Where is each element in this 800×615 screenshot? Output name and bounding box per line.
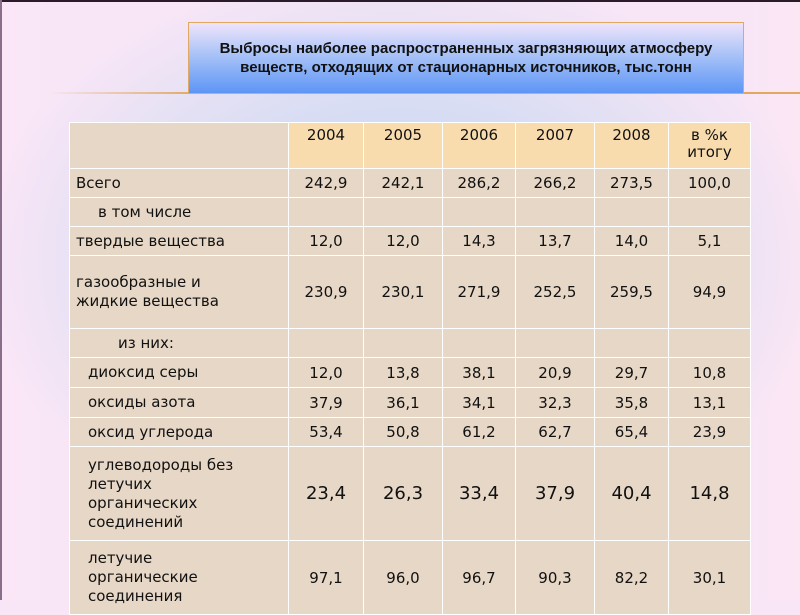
row-label: диоксид серы (69, 357, 289, 388)
cell-value: 14,3 (442, 226, 516, 256)
cell-value (515, 328, 595, 358)
table-row-including: в том числе (69, 197, 751, 227)
cell-value: 13,7 (515, 226, 595, 256)
row-label: оксиды азота (69, 387, 289, 418)
cell-value (668, 328, 751, 358)
table-row-hydrocarbons: углеводороды без летучих органических со… (69, 446, 751, 541)
cell-value: 37,9 (515, 446, 595, 541)
row-label: оксид углерода (69, 417, 289, 447)
slide-frame-left (0, 0, 2, 600)
cell-value: 40,4 (594, 446, 669, 541)
cell-value: 273,5 (594, 168, 669, 198)
cell-value: 13,1 (668, 387, 751, 418)
cell-value: 20,9 (515, 357, 595, 388)
cell-value: 286,2 (442, 168, 516, 198)
cell-value: 242,9 (288, 168, 364, 198)
row-label: твердые вещества (69, 226, 289, 256)
cell-value: 50,8 (363, 417, 443, 447)
cell-value: 230,9 (288, 255, 364, 329)
title-box: Выбросы наиболее распространенных загряз… (188, 22, 744, 94)
cell-value: 100,0 (668, 168, 751, 198)
header-2007: 2007 (515, 122, 595, 169)
cell-value: 90,3 (515, 540, 595, 615)
cell-value (288, 197, 364, 227)
cell-value: 35,8 (594, 387, 669, 418)
slide-frame-top (0, 0, 800, 2)
cell-value: 37,9 (288, 387, 364, 418)
table-row-nitrogen-oxides: оксиды азота 37,9 36,1 34,1 32,3 35,8 13… (69, 387, 751, 418)
table-header-row: 2004 2005 2006 2007 2008 в %к итогу (69, 122, 751, 169)
slide-title: Выбросы наиболее распространенных загряз… (219, 40, 713, 76)
row-label: газообразные и жидкие вещества (69, 255, 289, 329)
cell-value: 266,2 (515, 168, 595, 198)
table-row-sulfur-dioxide: диоксид серы 12,0 13,8 38,1 20,9 29,7 10… (69, 357, 751, 388)
cell-value: 259,5 (594, 255, 669, 329)
cell-value (594, 328, 669, 358)
header-percent-of-total: в %к итогу (668, 122, 751, 169)
cell-value: 5,1 (668, 226, 751, 256)
cell-value: 29,7 (594, 357, 669, 388)
cell-value: 12,0 (363, 226, 443, 256)
table-row-of-them: из них: (69, 328, 751, 358)
cell-value (442, 197, 516, 227)
cell-value: 13,8 (363, 357, 443, 388)
header-2005: 2005 (363, 122, 443, 169)
cell-value: 34,1 (442, 387, 516, 418)
cell-value: 94,9 (668, 255, 751, 329)
table-row-carbon-monoxide: оксид углерода 53,4 50,8 61,2 62,7 65,4 … (69, 417, 751, 447)
cell-value (288, 328, 364, 358)
cell-value (363, 197, 443, 227)
row-label: летучие органические соединения (69, 540, 289, 615)
cell-value: 14,0 (594, 226, 669, 256)
cell-value: 62,7 (515, 417, 595, 447)
cell-value: 38,1 (442, 357, 516, 388)
table-row-total: Всего 242,9 242,1 286,2 266,2 273,5 100,… (69, 168, 751, 198)
table-row-solids: твердые вещества 12,0 12,0 14,3 13,7 14,… (69, 226, 751, 256)
cell-value: 23,9 (668, 417, 751, 447)
cell-value: 252,5 (515, 255, 595, 329)
header-2008: 2008 (594, 122, 669, 169)
cell-value: 61,2 (442, 417, 516, 447)
cell-value: 36,1 (363, 387, 443, 418)
emissions-table: 2004 2005 2006 2007 2008 в %к итогу Всег… (69, 122, 751, 615)
cell-value: 230,1 (363, 255, 443, 329)
header-corner (69, 122, 289, 169)
cell-value: 30,1 (668, 540, 751, 615)
cell-value (668, 197, 751, 227)
cell-value: 242,1 (363, 168, 443, 198)
cell-value: 271,9 (442, 255, 516, 329)
cell-value: 53,4 (288, 417, 364, 447)
cell-value: 23,4 (288, 446, 364, 541)
cell-value (363, 328, 443, 358)
cell-value (594, 197, 669, 227)
table-row-gases-liquids: газообразные и жидкие вещества 230,9 230… (69, 255, 751, 329)
row-label: углеводороды без летучих органических со… (69, 446, 289, 541)
cell-value: 96,7 (442, 540, 516, 615)
cell-value (442, 328, 516, 358)
cell-value: 14,8 (668, 446, 751, 541)
row-label: из них: (69, 328, 289, 358)
cell-value: 82,2 (594, 540, 669, 615)
header-2006: 2006 (442, 122, 516, 169)
cell-value: 33,4 (442, 446, 516, 541)
cell-value (515, 197, 595, 227)
cell-value: 12,0 (288, 226, 364, 256)
row-label: Всего (69, 168, 289, 198)
cell-value: 12,0 (288, 357, 364, 388)
cell-value: 32,3 (515, 387, 595, 418)
cell-value: 26,3 (363, 446, 443, 541)
cell-value: 96,0 (363, 540, 443, 615)
cell-value: 65,4 (594, 417, 669, 447)
cell-value: 97,1 (288, 540, 364, 615)
table-row-volatile-organics: летучие органические соединения 97,1 96,… (69, 540, 751, 615)
header-2004: 2004 (288, 122, 364, 169)
cell-value: 10,8 (668, 357, 751, 388)
row-label: в том числе (69, 197, 289, 227)
